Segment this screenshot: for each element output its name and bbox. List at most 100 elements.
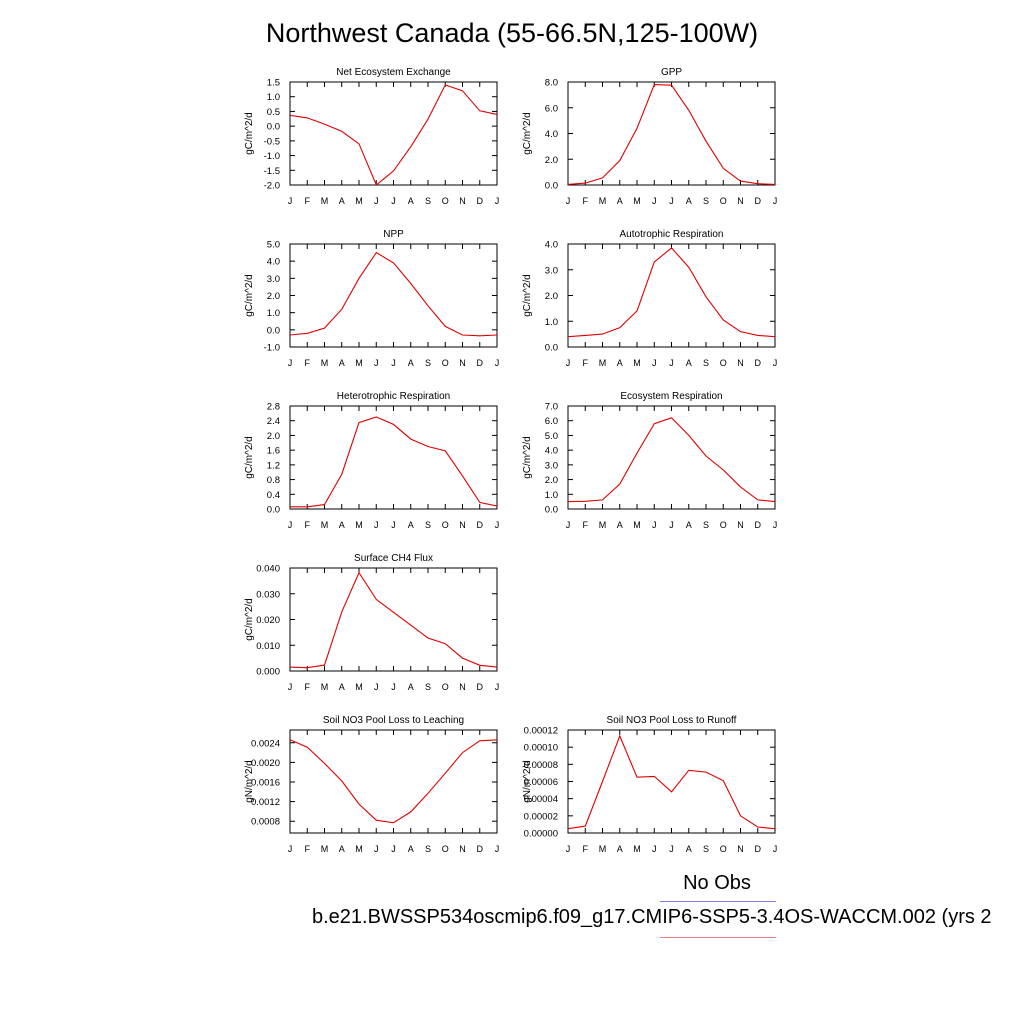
y-tick-label: 3.0 [545, 265, 558, 276]
series-line [289, 251, 498, 337]
x-tick-label: J [566, 196, 571, 206]
y-tick-label: 2.0 [545, 291, 558, 302]
plot-frame [289, 243, 498, 348]
x-tick-label: O [442, 358, 449, 368]
panel-title: Soil NO3 Pool Loss to Leaching [323, 715, 464, 726]
series-line [567, 84, 776, 185]
x-tick-label: A [617, 196, 623, 206]
x-tick-label: S [703, 196, 709, 206]
x-tick-label: A [686, 196, 692, 206]
x-tick-label: M [633, 844, 641, 854]
y-axis-label: gC/m^2/d [522, 436, 533, 479]
y-tick-label: 3.0 [267, 274, 280, 285]
y-tick-label: -1.5 [264, 166, 280, 177]
y-tick-label: 0.0016 [251, 777, 280, 788]
y-axis-label: gC/m^2/d [244, 112, 255, 155]
x-tick-label: D [477, 520, 484, 530]
x-tick-label: A [617, 520, 623, 530]
y-tick-label: 1.0 [267, 92, 280, 103]
legend-case-line [660, 937, 776, 938]
x-tick-label: J [669, 844, 674, 854]
y-axis-label: gC/m^2/d [244, 598, 255, 641]
panel-title: Surface CH4 Flux [354, 553, 433, 564]
x-tick-label: J [374, 358, 379, 368]
y-tick-label: 1.2 [267, 460, 280, 471]
panel-title: Autotrophic Respiration [620, 229, 724, 240]
x-tick-label: M [355, 844, 363, 854]
x-tick-label: J [773, 520, 778, 530]
x-tick-label: J [652, 358, 657, 368]
y-axis-label: gC/m^2/d [244, 274, 255, 317]
x-tick-label: S [703, 358, 709, 368]
y-tick-label: 0.00000 [524, 829, 558, 840]
y-tick-label: 1.5 [267, 78, 280, 89]
y-tick-label: 8.0 [545, 78, 558, 89]
x-tick-label: N [737, 844, 744, 854]
series-line [289, 571, 498, 669]
panel-title: Net Ecosystem Exchange [336, 67, 451, 78]
x-tick-label: D [477, 196, 484, 206]
y-tick-label: 2.0 [267, 291, 280, 302]
series-line [567, 734, 776, 830]
x-tick-label: N [737, 520, 744, 530]
x-tick-label: D [755, 358, 762, 368]
x-tick-label: J [652, 196, 657, 206]
x-tick-label: M [321, 682, 329, 692]
x-tick-label: A [686, 520, 692, 530]
x-tick-label: S [425, 520, 431, 530]
x-tick-label: J [773, 196, 778, 206]
y-axis-label: gC/m^2/d [522, 274, 533, 317]
y-tick-label: 0.00004 [524, 794, 558, 805]
x-tick-label: A [339, 520, 345, 530]
x-tick-label: O [720, 520, 727, 530]
legend-no-obs-label: No Obs [683, 872, 751, 894]
y-tick-label: 2.0 [545, 155, 558, 166]
y-tick-label: 2.0 [267, 431, 280, 442]
y-tick-label: 0.8 [267, 475, 280, 486]
x-tick-label: M [355, 358, 363, 368]
x-tick-label: O [442, 196, 449, 206]
x-tick-label: O [442, 520, 449, 530]
plot-frame [289, 567, 498, 672]
x-tick-label: D [477, 682, 484, 692]
x-tick-label: N [459, 358, 466, 368]
x-tick-label: M [599, 196, 607, 206]
y-tick-label: -1.0 [264, 343, 280, 354]
x-tick-label: D [755, 844, 762, 854]
y-tick-label: 0.00002 [524, 811, 558, 822]
x-tick-label: A [408, 844, 414, 854]
x-tick-label: F [305, 196, 311, 206]
x-tick-label: J [391, 520, 396, 530]
y-tick-label: 1.0 [545, 490, 558, 501]
x-tick-label: J [374, 520, 379, 530]
y-tick-label: 0.000 [256, 667, 280, 678]
x-tick-label: N [459, 844, 466, 854]
x-tick-label: M [599, 844, 607, 854]
y-tick-label: -1.0 [264, 151, 280, 162]
x-tick-label: A [408, 520, 414, 530]
x-tick-label: J [566, 844, 571, 854]
x-tick-label: N [459, 520, 466, 530]
x-tick-label: J [288, 844, 293, 854]
x-tick-label: O [442, 844, 449, 854]
x-tick-label: A [339, 358, 345, 368]
x-tick-label: J [495, 520, 500, 530]
x-tick-label: J [773, 844, 778, 854]
panel-title: GPP [661, 67, 682, 78]
y-tick-label: 1.0 [545, 317, 558, 328]
x-tick-label: J [495, 358, 500, 368]
y-tick-label: 0.00012 [524, 726, 558, 737]
y-tick-label: -2.0 [264, 181, 280, 192]
panel-7: Soil NO3 Pool Loss to Leaching gN/m^2/d J F… [244, 715, 499, 854]
x-tick-label: F [305, 358, 311, 368]
series-line [289, 739, 498, 824]
panel-title: Soil NO3 Pool Loss to Runoff [607, 715, 737, 726]
y-tick-label: 0.0 [267, 325, 280, 336]
x-tick-label: D [755, 196, 762, 206]
x-tick-label: S [703, 844, 709, 854]
x-tick-label: J [374, 196, 379, 206]
x-tick-label: O [442, 682, 449, 692]
